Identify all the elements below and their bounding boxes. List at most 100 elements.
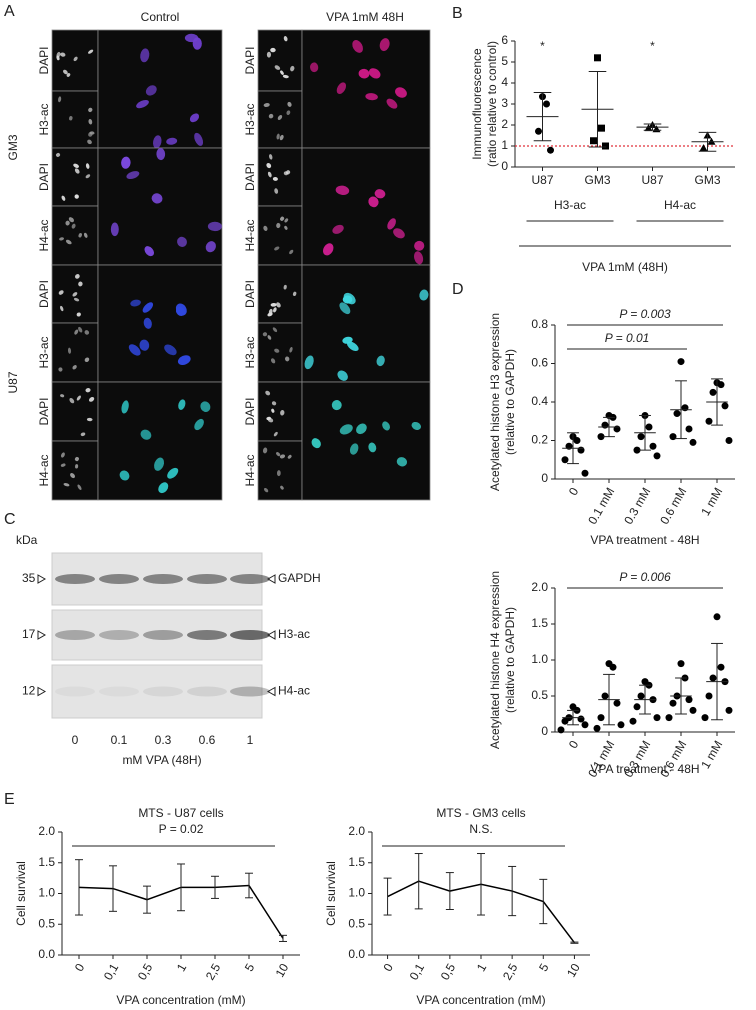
comparison-label: P = 0.006 <box>619 570 671 584</box>
nucleus <box>387 218 396 230</box>
y-tick-label: 0.6 <box>531 356 548 370</box>
nucleus <box>268 308 273 315</box>
nucleus <box>368 442 377 453</box>
x-axis-title: VPA concentration (mM) <box>116 993 245 1007</box>
nucleus <box>339 302 351 315</box>
data-point <box>637 433 645 441</box>
nucleus <box>336 82 347 95</box>
nucleus <box>283 284 287 290</box>
nucleus <box>74 456 79 462</box>
nucleus <box>414 240 425 251</box>
data-point <box>673 410 681 418</box>
nucleus <box>78 233 82 238</box>
y-tick-label: 1.5 <box>531 616 548 630</box>
y-tick-label: 2.0 <box>531 580 548 594</box>
nucleus <box>266 416 271 421</box>
nucleus <box>88 107 93 113</box>
nucleus <box>166 137 178 145</box>
x-tick-label: 10 <box>564 961 583 980</box>
data-point <box>713 613 721 621</box>
y-tick-label: 1.0 <box>348 886 365 900</box>
nucleus <box>274 188 279 194</box>
nucleus <box>276 452 281 457</box>
nucleus <box>286 110 291 115</box>
nucleus <box>376 355 385 367</box>
nucleus <box>411 421 422 430</box>
data-point <box>649 442 657 450</box>
nucleus <box>368 68 381 79</box>
data-point <box>669 699 677 707</box>
y-tick-label: 4 <box>501 75 508 89</box>
channel-label: H4-ac <box>243 219 257 251</box>
blot-band <box>99 686 139 697</box>
y-tick-label: 0 <box>541 471 548 485</box>
column-header: VPA 1mM 48H <box>326 10 404 24</box>
data-point <box>597 433 605 441</box>
nucleus <box>374 189 386 199</box>
chart-subtitle: N.S. <box>469 822 492 836</box>
nucleus <box>76 312 81 317</box>
nucleus <box>154 457 165 471</box>
blot-band <box>230 686 270 697</box>
data-point <box>637 692 645 700</box>
nucleus <box>310 62 319 73</box>
column-header: Control <box>141 10 180 24</box>
nucleus <box>145 85 157 96</box>
band-size: 17 <box>22 627 36 641</box>
x-tick-label: U87 <box>531 173 553 187</box>
nucleus <box>386 98 398 109</box>
channel-label: DAPI <box>243 46 257 74</box>
data-point <box>557 726 565 734</box>
blot-band <box>55 686 95 697</box>
channel-label: DAPI <box>243 397 257 425</box>
data-point <box>677 660 685 668</box>
nucleus <box>264 487 269 493</box>
blot-band <box>143 574 183 584</box>
nucleus <box>284 218 289 223</box>
group-label: H3-ac <box>554 198 586 212</box>
nucleus <box>85 388 91 393</box>
channel-label: DAPI <box>37 163 51 191</box>
chart-title: MTS - U87 cells <box>138 806 223 820</box>
nucleus <box>365 93 378 101</box>
channel-label: DAPI <box>37 397 51 425</box>
nucleus <box>75 274 80 279</box>
channel-label: DAPI <box>37 280 51 308</box>
y-tick-label: 3 <box>501 96 508 110</box>
data-point <box>617 721 625 729</box>
nucleus <box>194 418 204 431</box>
data-point <box>573 437 581 444</box>
nucleus <box>74 194 79 199</box>
row-label: U87 <box>6 371 20 393</box>
data-point <box>543 100 550 108</box>
band-arrow <box>266 630 276 640</box>
nucleus <box>87 139 92 145</box>
lane-label: 0.3 <box>155 733 172 747</box>
nucleus <box>74 168 80 174</box>
significance-mark: * <box>540 39 545 53</box>
nucleus <box>267 335 272 340</box>
nucleus <box>76 395 81 401</box>
nucleus <box>119 470 130 481</box>
blot-band <box>187 630 227 640</box>
panel-label: B <box>452 5 463 22</box>
y-axis-title: Cell survival <box>324 861 338 926</box>
nucleus <box>175 303 187 316</box>
channel-label: H4-ac <box>37 219 51 251</box>
nucleus <box>274 65 281 70</box>
nucleus <box>276 133 280 140</box>
nucleus <box>292 291 297 297</box>
nucleus <box>267 171 272 178</box>
unit-label: kDa <box>16 533 38 547</box>
nucleus <box>269 154 273 160</box>
nucleus <box>263 225 268 231</box>
data-point <box>709 388 717 396</box>
group-label: H4-ac <box>664 198 696 212</box>
nucleus <box>128 344 141 356</box>
nucleus <box>110 222 119 237</box>
data-point <box>633 703 641 711</box>
nucleus <box>144 246 154 257</box>
y-tick-label: 1.5 <box>38 855 55 869</box>
nucleus <box>287 454 292 459</box>
nucleus <box>279 134 284 141</box>
